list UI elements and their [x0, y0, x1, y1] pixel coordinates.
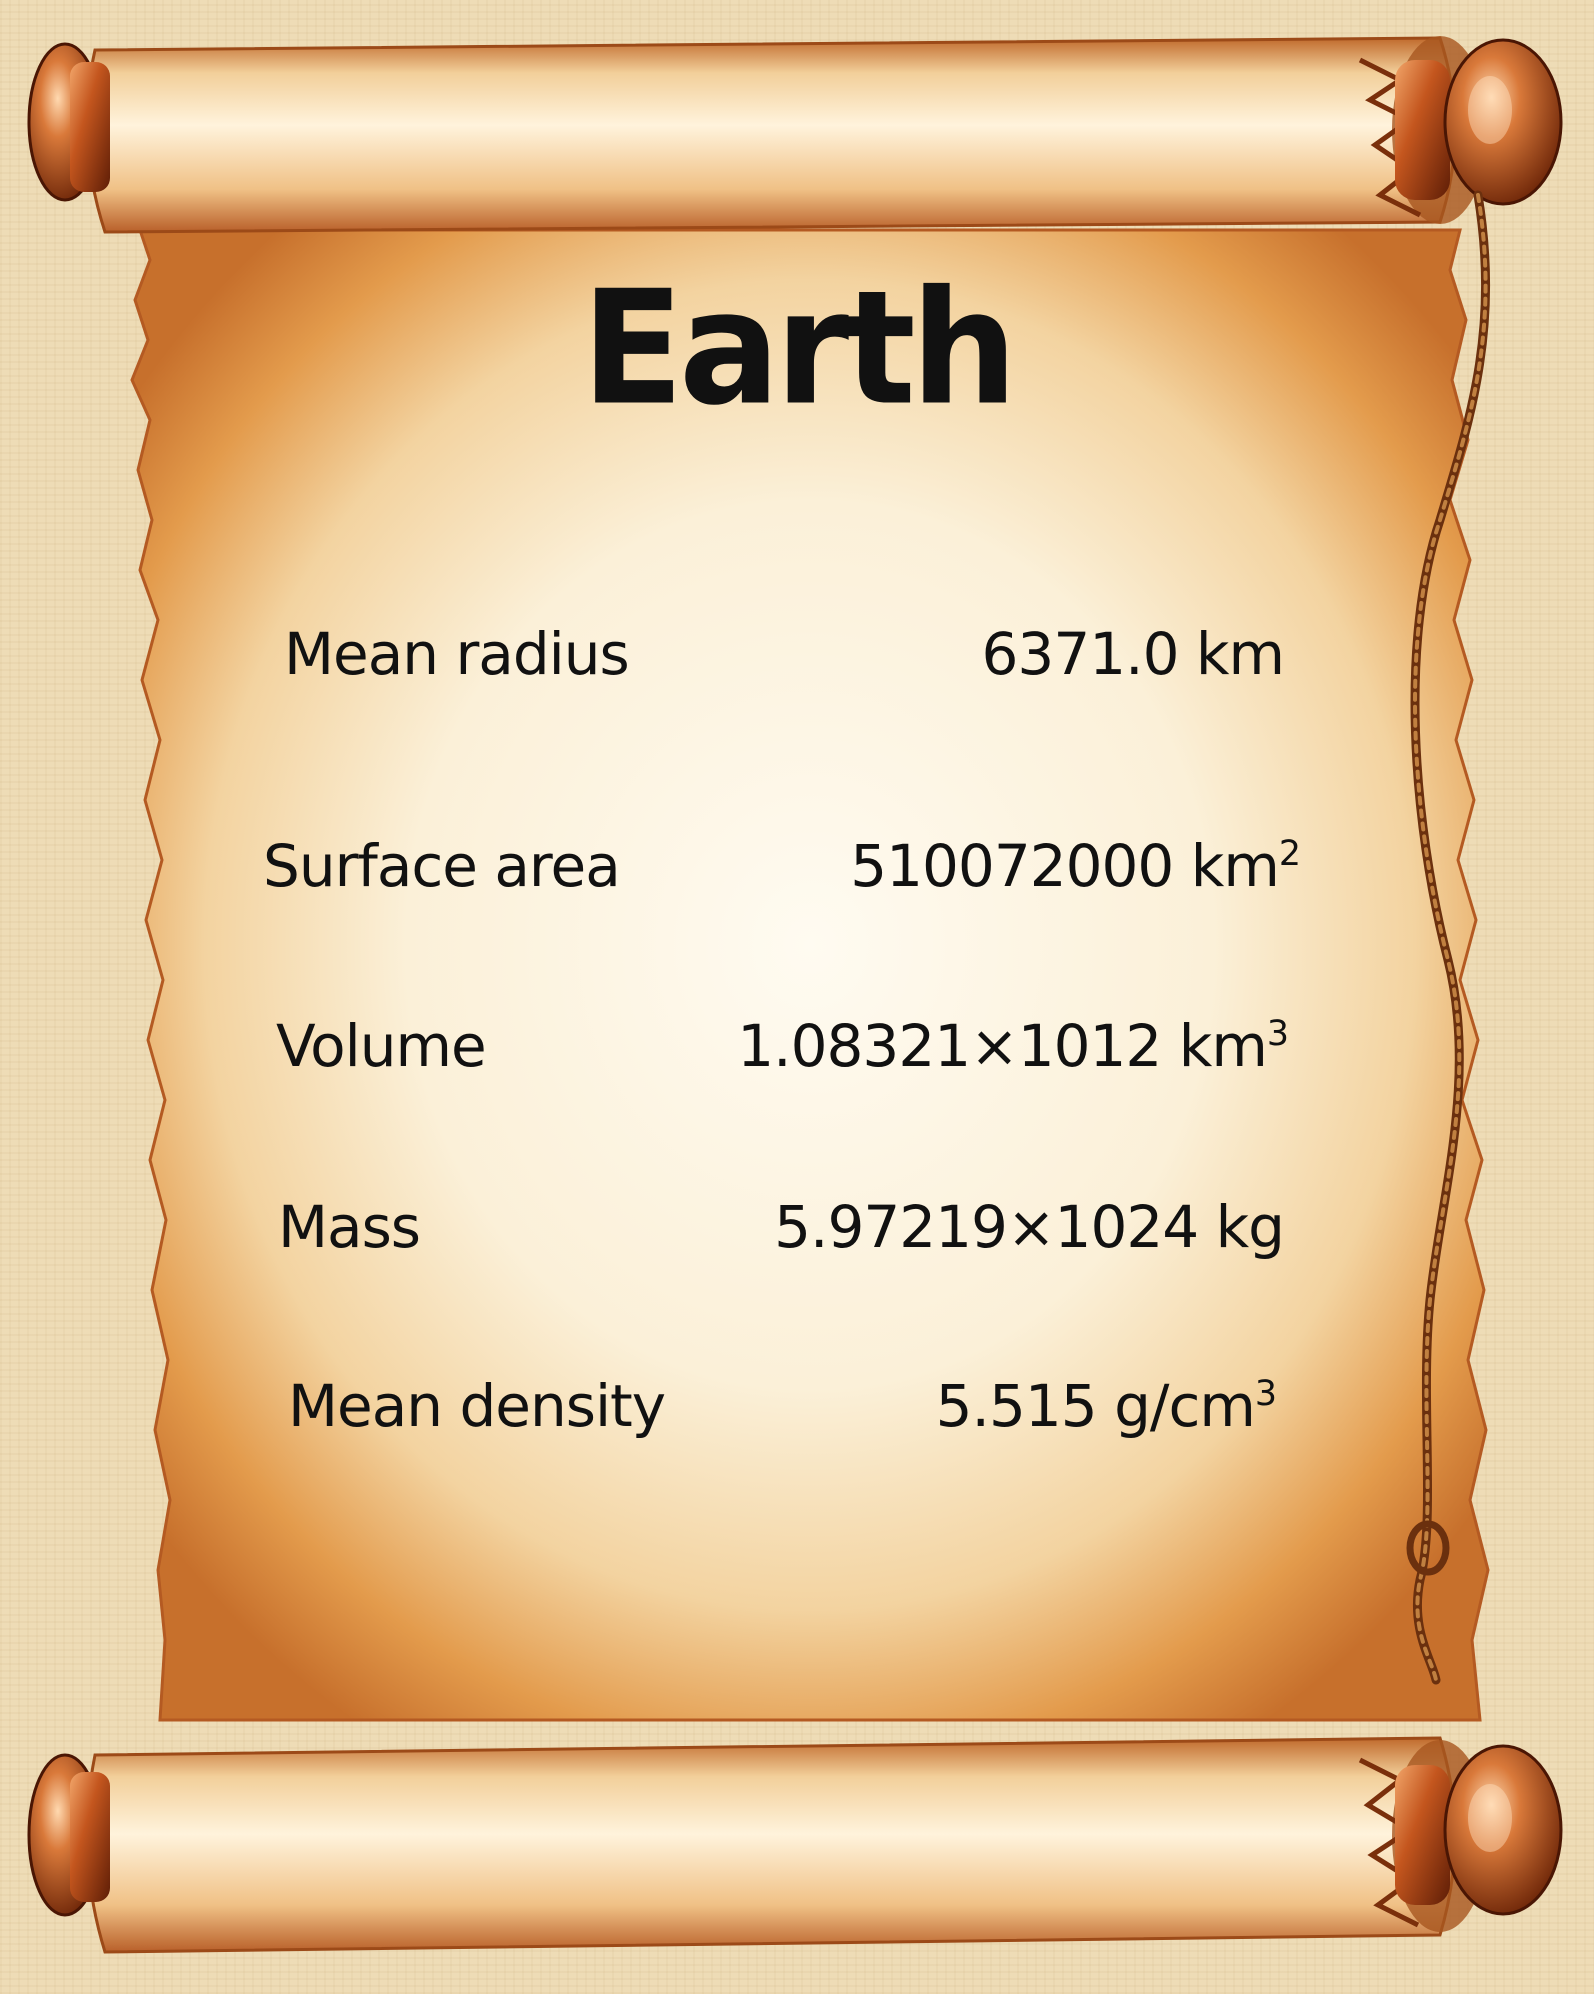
bottom-scroll-roll: [27, 1736, 1563, 1954]
volume-label: Volume: [276, 1012, 487, 1080]
mean-radius-label: Mean radius: [284, 620, 630, 688]
mean-density-exponent: 3: [1254, 1374, 1277, 1415]
mean-density-value: 5.515 g/cm3: [935, 1372, 1277, 1440]
mass-label: Mass: [278, 1193, 421, 1261]
volume-value: 1.08321×1012 km3: [737, 1012, 1289, 1080]
surface-area-label: Surface area: [263, 832, 621, 900]
surface-area-value: 510072000 km2: [850, 832, 1301, 900]
rope: [1406, 190, 1491, 1685]
surface-area-exponent: 2: [1278, 834, 1301, 875]
mass-value: 5.97219×1024 kg: [774, 1193, 1285, 1261]
volume-exponent: 3: [1266, 1014, 1289, 1055]
mean-radius-value: 6371.0 km: [981, 620, 1285, 688]
page-title: Earth: [581, 257, 1017, 441]
mean-density-label: Mean density: [288, 1372, 666, 1440]
parchment-sheet: [130, 228, 1490, 1722]
top-scroll-roll: [27, 36, 1563, 234]
